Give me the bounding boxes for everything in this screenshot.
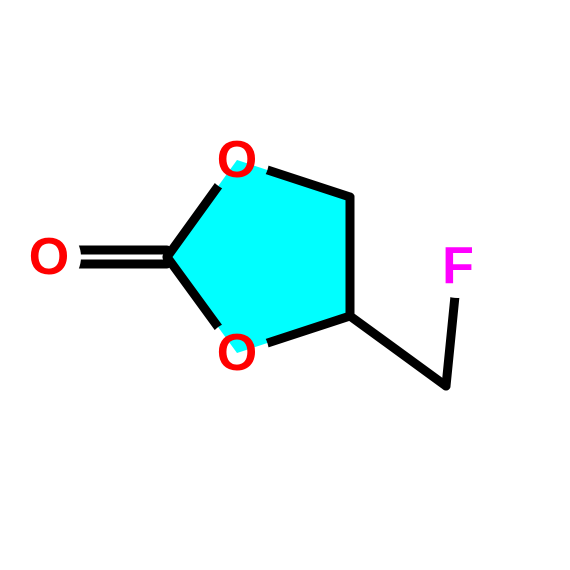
atom-label-o1: O [217,131,257,189]
atom-label-f: F [442,237,474,295]
atom-label-o2: O [217,324,257,382]
molecule-diagram: O O O F [0,0,570,570]
atom-label-o3: O [29,228,69,286]
